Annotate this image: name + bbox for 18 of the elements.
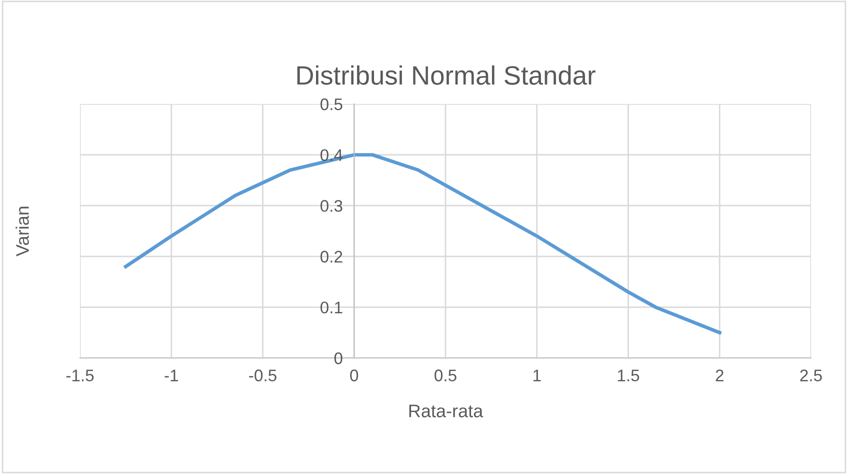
x-tick-label: 1.5: [618, 370, 640, 382]
y-tick-label: 0: [334, 352, 342, 364]
y-tick-label: 0.4: [320, 149, 343, 162]
y-tick-label: 0.1: [320, 302, 342, 314]
y-tick-label: 0.5: [320, 98, 342, 110]
y-tick-label: 0.3: [320, 200, 342, 212]
x-tick-label: -1: [164, 370, 178, 382]
y-axis-title: Varian: [16, 206, 29, 256]
x-tick-label: -1.5: [66, 370, 94, 382]
x-tick-label: 2: [716, 370, 724, 382]
x-tick-label: 2.5: [800, 370, 822, 382]
y-tick-label: 0.2: [320, 250, 342, 263]
chart-title: Distribusi Normal Standar: [297, 65, 596, 85]
x-tick-label: -0.5: [249, 370, 276, 382]
x-tick-label: 1: [534, 370, 541, 382]
x-axis-title: Rata-rata: [409, 404, 484, 418]
x-tick-label: 0.5: [434, 370, 456, 382]
x-tick-label: 0: [350, 370, 358, 382]
